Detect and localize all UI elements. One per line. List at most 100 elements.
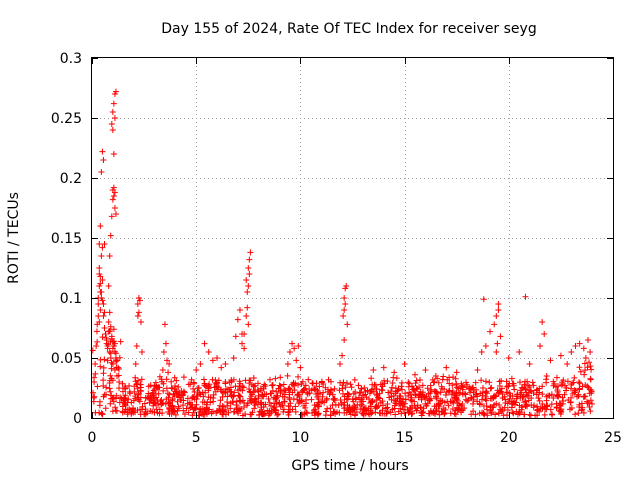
data-point bbox=[559, 381, 566, 388]
data-point bbox=[505, 398, 512, 405]
data-point bbox=[432, 411, 439, 418]
data-point bbox=[168, 378, 175, 385]
data-point bbox=[112, 350, 119, 357]
data-point bbox=[339, 390, 346, 397]
data-point bbox=[522, 293, 529, 300]
data-point bbox=[453, 369, 460, 376]
data-point bbox=[585, 400, 592, 407]
data-point bbox=[336, 387, 343, 394]
data-point bbox=[217, 408, 224, 415]
data-point bbox=[326, 391, 333, 398]
data-point bbox=[298, 380, 305, 387]
data-point bbox=[169, 402, 176, 409]
data-point bbox=[90, 389, 97, 396]
data-point bbox=[110, 398, 117, 405]
data-point bbox=[487, 404, 494, 411]
data-point bbox=[105, 283, 112, 289]
data-point bbox=[413, 377, 420, 384]
data-point bbox=[99, 244, 106, 251]
data-point bbox=[354, 401, 361, 408]
data-point bbox=[199, 405, 206, 412]
data-point bbox=[580, 393, 587, 400]
data-point bbox=[245, 321, 252, 328]
data-point bbox=[308, 396, 315, 403]
data-point bbox=[111, 348, 118, 355]
data-point bbox=[572, 411, 579, 418]
data-point bbox=[218, 364, 225, 371]
data-point bbox=[468, 411, 475, 418]
data-point bbox=[126, 388, 133, 395]
data-point bbox=[471, 386, 478, 393]
data-point bbox=[168, 384, 175, 391]
data-point bbox=[491, 321, 498, 328]
data-point bbox=[422, 367, 429, 373]
plot-frame bbox=[91, 57, 614, 419]
data-point bbox=[464, 397, 471, 404]
data-point bbox=[175, 403, 182, 410]
data-point bbox=[191, 389, 198, 396]
data-point bbox=[360, 398, 367, 405]
data-point bbox=[285, 409, 292, 416]
data-point bbox=[209, 408, 216, 415]
data-point bbox=[109, 109, 116, 115]
data-point bbox=[488, 384, 495, 391]
data-point bbox=[544, 402, 551, 409]
data-point bbox=[134, 301, 141, 307]
data-point bbox=[108, 365, 115, 372]
data-point bbox=[145, 390, 152, 397]
data-point bbox=[205, 384, 212, 391]
x-tick-label: 20 bbox=[500, 430, 518, 446]
data-point bbox=[108, 335, 115, 342]
data-point bbox=[449, 382, 456, 389]
data-point bbox=[255, 388, 262, 395]
data-point bbox=[524, 403, 531, 410]
data-point bbox=[543, 379, 550, 386]
data-point bbox=[521, 411, 528, 418]
x-tick-label: 0 bbox=[88, 430, 97, 446]
data-point bbox=[212, 377, 219, 384]
data-point bbox=[428, 409, 435, 416]
data-point bbox=[281, 393, 288, 400]
data-point bbox=[398, 410, 405, 417]
data-point bbox=[481, 411, 488, 418]
data-point bbox=[435, 379, 442, 386]
data-point bbox=[318, 378, 325, 385]
data-point bbox=[106, 349, 113, 355]
data-point bbox=[458, 409, 465, 416]
data-point bbox=[266, 376, 273, 383]
data-point bbox=[496, 382, 503, 389]
data-point bbox=[414, 385, 421, 392]
data-point bbox=[331, 385, 338, 392]
data-point bbox=[253, 398, 260, 405]
data-point bbox=[577, 368, 584, 375]
data-point bbox=[295, 381, 302, 388]
data-point bbox=[493, 400, 500, 407]
data-point bbox=[566, 406, 573, 413]
data-point bbox=[539, 391, 546, 398]
data-point bbox=[539, 319, 546, 325]
data-point bbox=[489, 395, 496, 402]
data-point bbox=[188, 395, 195, 402]
data-point bbox=[247, 377, 254, 384]
data-point bbox=[121, 400, 128, 407]
data-point bbox=[109, 196, 116, 203]
data-point bbox=[97, 280, 104, 287]
data-point bbox=[212, 388, 219, 395]
data-point bbox=[381, 410, 388, 417]
data-point bbox=[276, 382, 283, 389]
data-point bbox=[243, 277, 250, 283]
data-point bbox=[344, 380, 351, 387]
data-point bbox=[119, 409, 126, 416]
data-point bbox=[102, 405, 109, 412]
data-point bbox=[493, 349, 500, 355]
data-point bbox=[181, 411, 188, 418]
data-point bbox=[404, 406, 411, 413]
data-point bbox=[267, 390, 274, 397]
data-point bbox=[292, 408, 299, 415]
data-point bbox=[311, 385, 318, 392]
data-point bbox=[237, 398, 244, 405]
data-point bbox=[106, 385, 113, 392]
data-point bbox=[112, 211, 119, 217]
data-point bbox=[299, 398, 306, 405]
data-point bbox=[104, 357, 111, 364]
